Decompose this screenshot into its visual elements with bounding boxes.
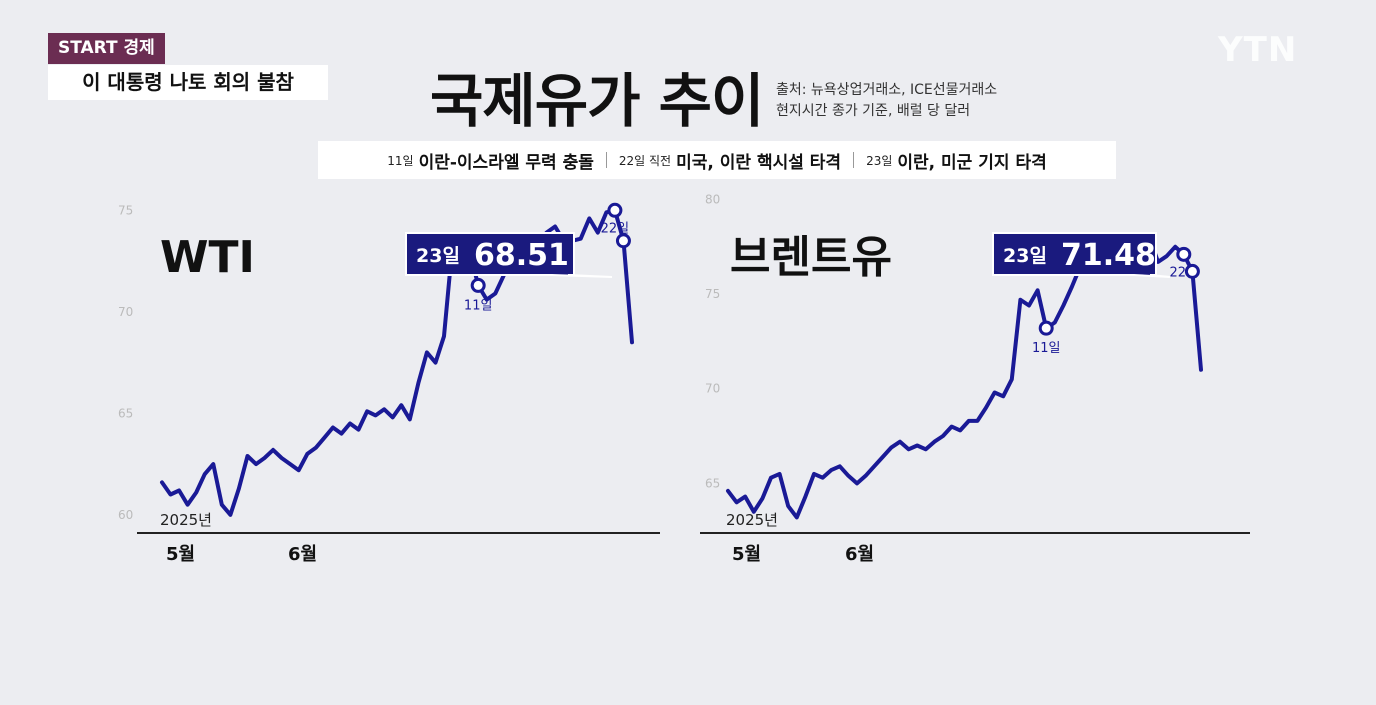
event-separator: [605, 152, 607, 168]
month-label: 6월: [288, 544, 317, 565]
y-tick-label: 65: [118, 406, 133, 420]
event-text: 이란-이스라엘 무력 충돌: [418, 152, 594, 173]
broadcaster-logo: YTN: [1218, 30, 1298, 70]
page-title: 국제유가 추이: [430, 67, 764, 135]
source-line: 현지시간 종가 기준, 배럴 당 달러: [776, 103, 971, 119]
marker-label: 11일: [464, 298, 493, 313]
series-line: [160, 208, 634, 517]
callout-box: [405, 232, 613, 278]
event-marker: [607, 202, 623, 218]
source-line: 출처: 뉴욕상업거래소, ICE선물거래소: [776, 82, 998, 98]
event-text: 이란, 미군 기지 타격: [897, 152, 1047, 173]
event-timeline-bar: 11일 이란-이스라엘 무력 충돌 22일 직전 미국, 이란 핵시설 타격 2…: [318, 141, 1116, 179]
year-label: 2025년: [160, 511, 212, 529]
event-separator: [853, 152, 855, 168]
event-day: 23일: [866, 153, 893, 168]
callout-date: 23일: [416, 245, 460, 267]
event-day: 22일 직전: [618, 153, 672, 168]
y-tick-label: 70: [118, 305, 133, 319]
source-note: 출처: 뉴욕상업거래소, ICE선물거래소 현지시간 종가 기준, 배럴 당 달…: [776, 80, 997, 122]
event-day: 11일: [387, 153, 414, 168]
news-headline: 이 대통령 나토 회의 불참: [48, 65, 328, 100]
y-tick-label: 75: [118, 203, 133, 217]
callout-value: 68.51: [474, 238, 569, 273]
event-text: 미국, 이란 핵시설 타격: [676, 152, 842, 173]
program-badge: START 경제: [48, 33, 165, 64]
y-tick-label: 60: [118, 508, 133, 522]
chart-title: WTI: [160, 232, 255, 283]
event-marker: [470, 277, 486, 293]
event-marker: [615, 233, 631, 249]
month-label: 5월: [166, 544, 195, 565]
marker-label: 22일: [601, 221, 630, 236]
